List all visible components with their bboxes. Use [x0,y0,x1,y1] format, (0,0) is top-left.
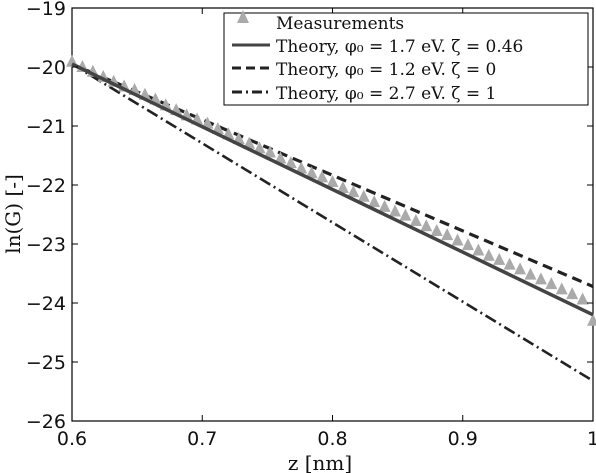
measurement-point [430,224,443,237]
measurement-point [368,195,381,208]
measurement-point [274,151,287,164]
measurement-point [514,262,527,275]
y-tick-label: −24 [26,293,66,315]
measurement-point [451,233,464,246]
legend-label-theory-2: Theory, φ₀ = 1.2 eV. ζ = 0 [276,60,496,80]
measurement-point [284,156,297,169]
measurement-point [493,252,506,265]
measurement-point [461,238,474,251]
legend-label-theory-1: Theory, φ₀ = 1.7 eV. ζ = 0.46 [276,37,523,57]
measurement-point [503,257,516,270]
ticks-layer: 0.6 0.7 0.8 0.9 1 −26 −25 −24 −23 −22 −21 −20 −19 [26,0,596,450]
y-tick-label: −21 [26,116,66,138]
x-tick-label: 0.6 [57,428,87,450]
legend-marker-measurements [237,10,249,23]
x-axis-label: z [nm] [288,451,352,473]
measurement-point [555,282,568,295]
y-tick-label: −25 [26,352,66,374]
measurement-point [326,175,339,188]
legend: Measurements Theory, φ₀ = 1.7 eV. ζ = 0.… [223,10,589,106]
series-line-1 [71,62,594,317]
x-tick-label: 1 [587,428,596,450]
measurement-point [347,185,360,198]
measurement-point [389,204,402,217]
measurement-point [295,161,308,174]
y-tick-label: −20 [26,57,66,79]
measurement-point [472,243,485,256]
measurement-point [576,292,589,305]
measurement-point [201,116,214,129]
legend-box [223,12,589,106]
legend-label-theory-3: Theory, φ₀ = 2.7 eV. ζ = 1 [276,84,496,104]
series-line-2 [71,62,594,288]
measurement-point [378,199,391,212]
measurement-point [243,136,256,149]
measurement-point [566,287,579,300]
measurement-point [482,248,495,261]
measurement-point [357,189,370,202]
measurement-point [524,267,537,280]
measurement-point [534,272,547,285]
y-tick-label: −26 [26,411,66,433]
legend-label-measurements: Measurements [276,14,404,34]
series-line-3 [71,62,594,382]
measurement-point [253,141,266,154]
y-tick-label: −23 [26,234,66,256]
measurement-point [399,208,412,221]
x-tick-label: 0.9 [448,428,478,450]
series-layer [66,54,596,382]
measurement-point [587,313,596,326]
measurement-point [441,228,454,241]
y-axis-label: ln(G) [-] [1,174,25,254]
measurement-point [305,166,318,179]
x-tick-label: 0.7 [187,428,217,450]
measurement-point [545,277,558,290]
measurement-point [420,219,433,232]
measurement-point [336,180,349,193]
measurement-point [316,170,329,183]
y-tick-label: −19 [26,0,66,20]
y-tick-label: −22 [26,175,66,197]
measurement-point [263,145,276,158]
x-tick-label: 0.8 [317,428,347,450]
measurement-point [409,213,422,226]
